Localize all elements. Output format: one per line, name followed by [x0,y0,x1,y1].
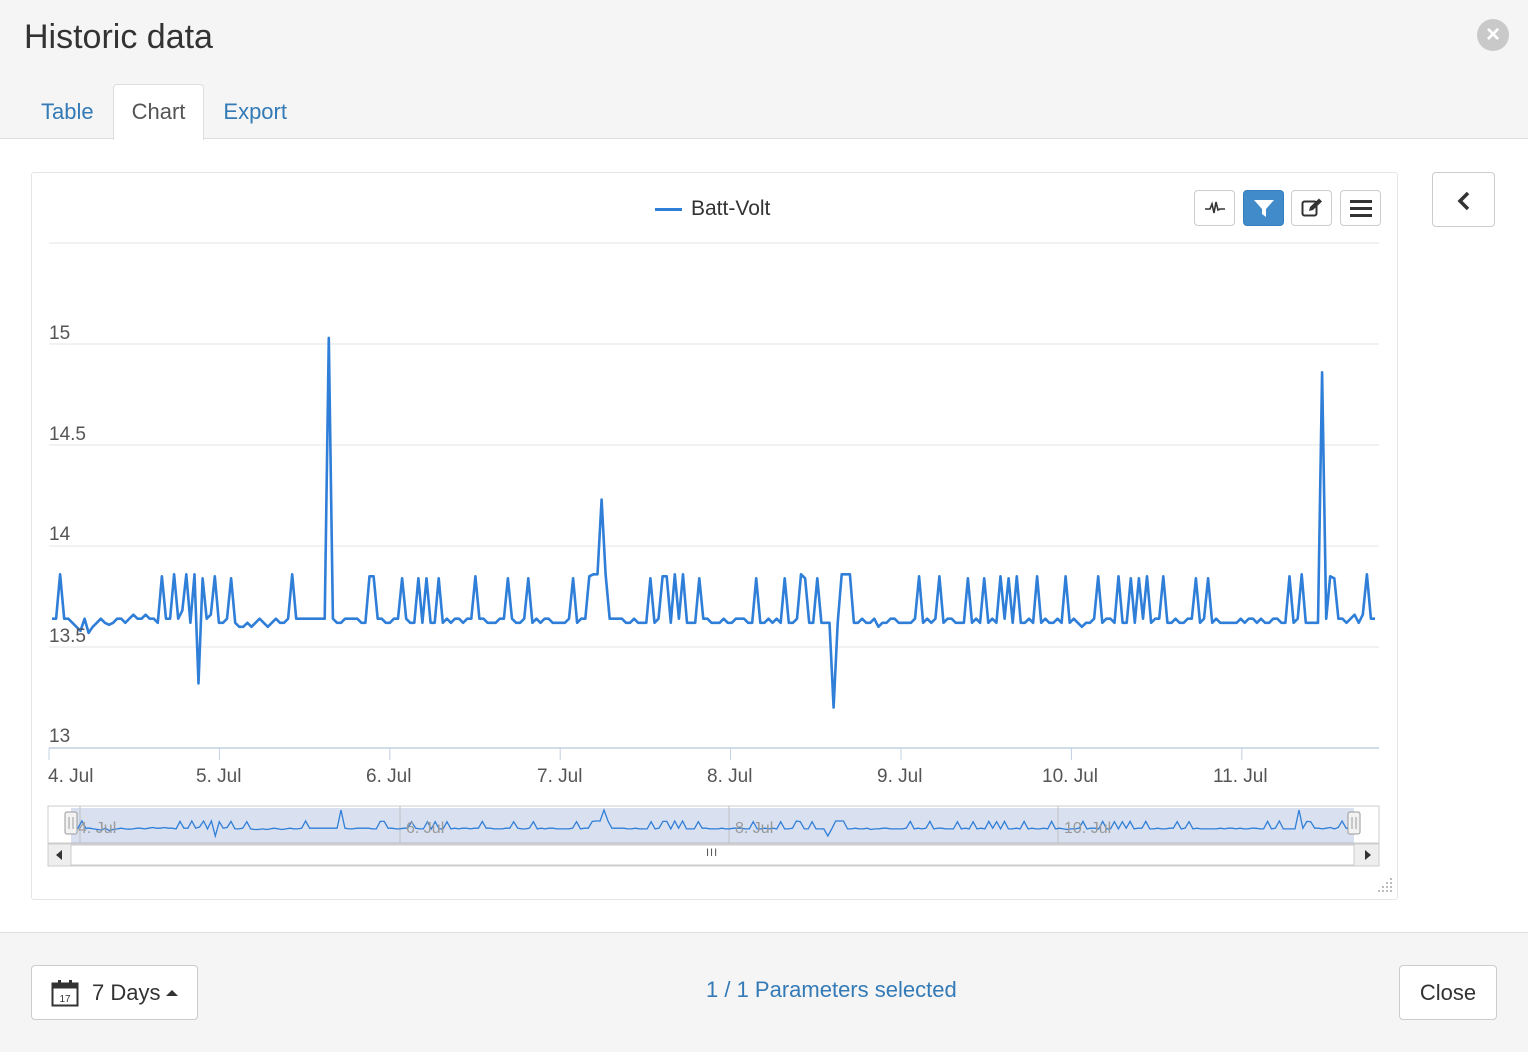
dialog-title: Historic data [24,18,213,56]
navigator-tick-label: 8. Jul [735,820,774,837]
scrollbar-grip[interactable]: III [706,847,719,859]
collapse-panel-button[interactable] [1432,172,1495,227]
line-chart-icon [1205,201,1225,214]
time-range-dropdown[interactable]: 17 7 Days [31,965,198,1020]
x-tick-label: 5. Jul [196,766,242,787]
x-tick-label: 8. Jul [707,766,753,787]
x-tick-label: 6. Jul [366,766,412,787]
chevron-left-icon [1457,191,1470,211]
tab-chart[interactable]: Chart [112,84,205,140]
legend-item-batt-volt: Batt-Volt [691,197,771,220]
y-tick-label: 13.5 [49,626,86,647]
dialog-footer [0,932,1528,1052]
dialog-header: Historic data × Table Chart Export [0,0,1528,140]
calendar-day: 17 [59,994,71,1005]
navigator-tick-label: 10. Jul [1064,820,1112,837]
filter-icon [1254,200,1274,217]
caret-up-icon [166,989,179,996]
edit-button[interactable] [1291,190,1332,226]
menu-button[interactable] [1340,190,1381,226]
y-tick-label: 14.5 [49,424,86,445]
y-tick-label: 14 [49,524,71,545]
navigator-tick-label: 6. Jul [406,820,445,837]
edit-icon [1301,198,1322,217]
y-tick-label: 13 [49,726,71,747]
x-tick-label: 11. Jul [1213,766,1268,787]
tab-export[interactable]: Export [223,99,287,124]
filter-button[interactable] [1243,190,1284,226]
legend-swatch [655,207,682,211]
x-tick-label: 4. Jul [48,766,94,787]
parameters-selected-link[interactable]: 1 / 1 Parameters selected [706,977,957,1002]
chart-panel [31,172,1398,900]
tab-table[interactable]: Table [41,99,94,124]
x-tick-label: 9. Jul [877,766,923,787]
close-button[interactable]: Close [1399,965,1497,1020]
time-range-label: 7 Days [92,979,161,1005]
close-icon[interactable]: × [1477,19,1509,51]
navigator-tick-label: 4. Jul [78,820,117,837]
x-tick-label: 10. Jul [1042,766,1098,787]
x-tick-label: 7. Jul [537,766,583,787]
chart-legend[interactable]: Batt-Volt [655,196,770,222]
line-chart-button[interactable] [1194,190,1235,226]
tab-bar: Table Chart Export [22,84,306,140]
menu-icon [1350,200,1372,217]
y-tick-label: 15 [49,323,71,344]
calendar-icon: 17 [51,979,79,1006]
